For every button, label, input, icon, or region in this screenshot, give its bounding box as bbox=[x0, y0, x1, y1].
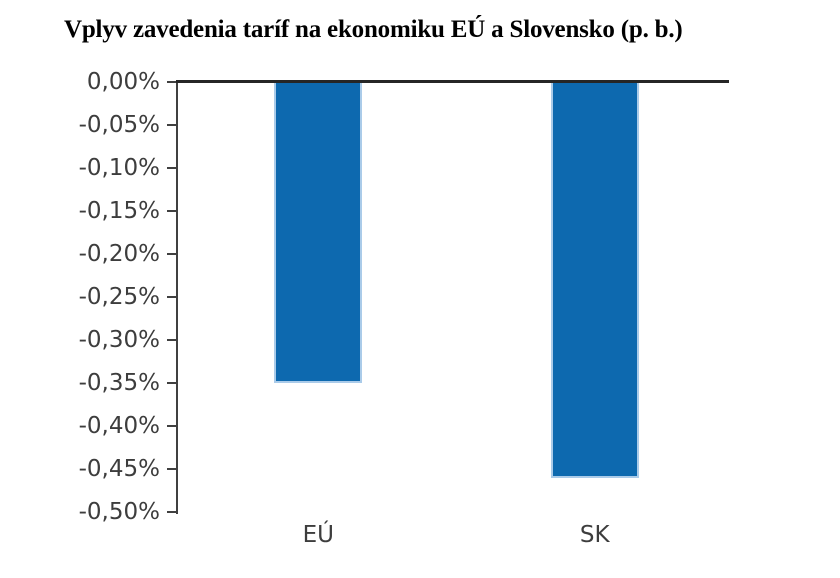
zero-baseline bbox=[176, 80, 729, 83]
y-tick-label: -0,40% bbox=[78, 413, 160, 439]
chart-title: Vplyv zavedenia taríf na ekonomiku EÚ a … bbox=[64, 16, 683, 43]
y-tick-mark bbox=[167, 339, 177, 341]
y-tick-mark bbox=[167, 253, 177, 255]
y-tick-mark bbox=[167, 382, 177, 384]
y-tick-label: 0,00% bbox=[86, 69, 160, 95]
y-tick-label: -0,35% bbox=[78, 370, 160, 396]
y-tick-label: -0,20% bbox=[78, 241, 160, 267]
y-tick-mark bbox=[167, 468, 177, 470]
y-tick-label: -0,50% bbox=[78, 499, 160, 525]
y-tick-label: -0,30% bbox=[78, 327, 160, 353]
y-tick-label: -0,45% bbox=[78, 456, 160, 482]
y-tick-label: -0,25% bbox=[78, 284, 160, 310]
x-category-label: SK bbox=[579, 522, 610, 548]
y-tick-mark bbox=[167, 81, 177, 83]
y-tick-mark bbox=[167, 511, 177, 513]
y-tick-label: -0,05% bbox=[78, 112, 160, 138]
y-tick-mark bbox=[167, 296, 177, 298]
x-category-label: EÚ bbox=[302, 522, 334, 548]
y-tick-label: -0,10% bbox=[78, 155, 160, 181]
y-axis-line bbox=[176, 81, 178, 514]
bar-SK bbox=[550, 82, 639, 478]
y-tick-label: -0,15% bbox=[78, 198, 160, 224]
y-tick-mark bbox=[167, 167, 177, 169]
y-tick-mark bbox=[167, 425, 177, 427]
bar-EÚ bbox=[274, 82, 363, 383]
y-tick-mark bbox=[167, 124, 177, 126]
y-tick-mark bbox=[167, 210, 177, 212]
